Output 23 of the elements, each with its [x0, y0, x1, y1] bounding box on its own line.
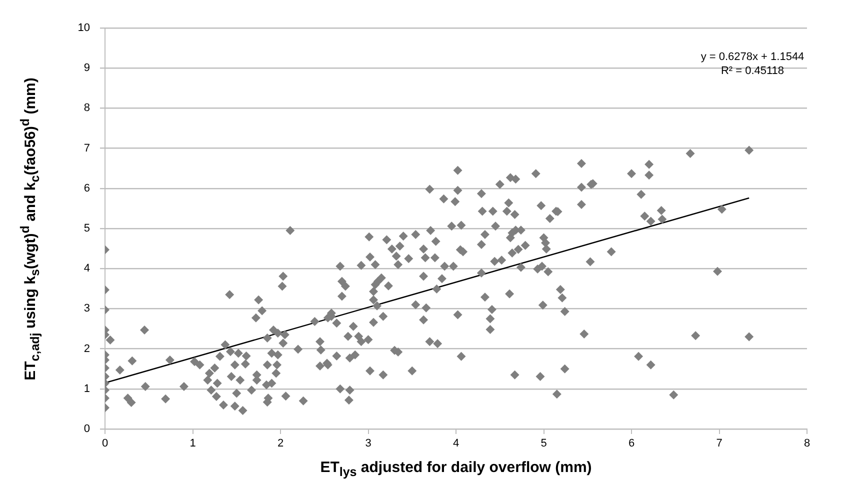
x-tick-label: 7: [716, 438, 722, 450]
x-tick-label: 5: [540, 438, 547, 450]
x-tick-label: 3: [365, 438, 372, 450]
y-tick-label: 10: [78, 22, 90, 34]
y-tick-label: 6: [84, 182, 90, 194]
y-tick-label: 2: [84, 342, 90, 355]
y-tick-label: 3: [84, 302, 90, 315]
x-tick-label: 4: [452, 438, 460, 450]
y-tick-label: 9: [84, 62, 90, 74]
x-tick-label: 8: [804, 438, 810, 450]
y-tick-label: 7: [84, 142, 90, 154]
y-tick-label: 5: [84, 222, 90, 235]
x-tick-label: 1: [190, 438, 196, 450]
x-tick-label: 6: [628, 438, 635, 450]
annotation: R² = 0.45118: [720, 64, 786, 78]
x-tick-label: 2: [277, 438, 284, 450]
x-axis-title: ET$_{lys}$ adjusted for daily overflow (mm): [319, 459, 593, 479]
y-tick-label: 1: [84, 382, 90, 395]
x-tick-label: 0: [102, 438, 108, 450]
y-tick-label: 0: [84, 423, 90, 436]
y-tick-label: 8: [84, 102, 90, 114]
annotation: y = 0.6278x + 1.1544: [700, 50, 806, 64]
y-tick-label: 4: [84, 262, 90, 275]
